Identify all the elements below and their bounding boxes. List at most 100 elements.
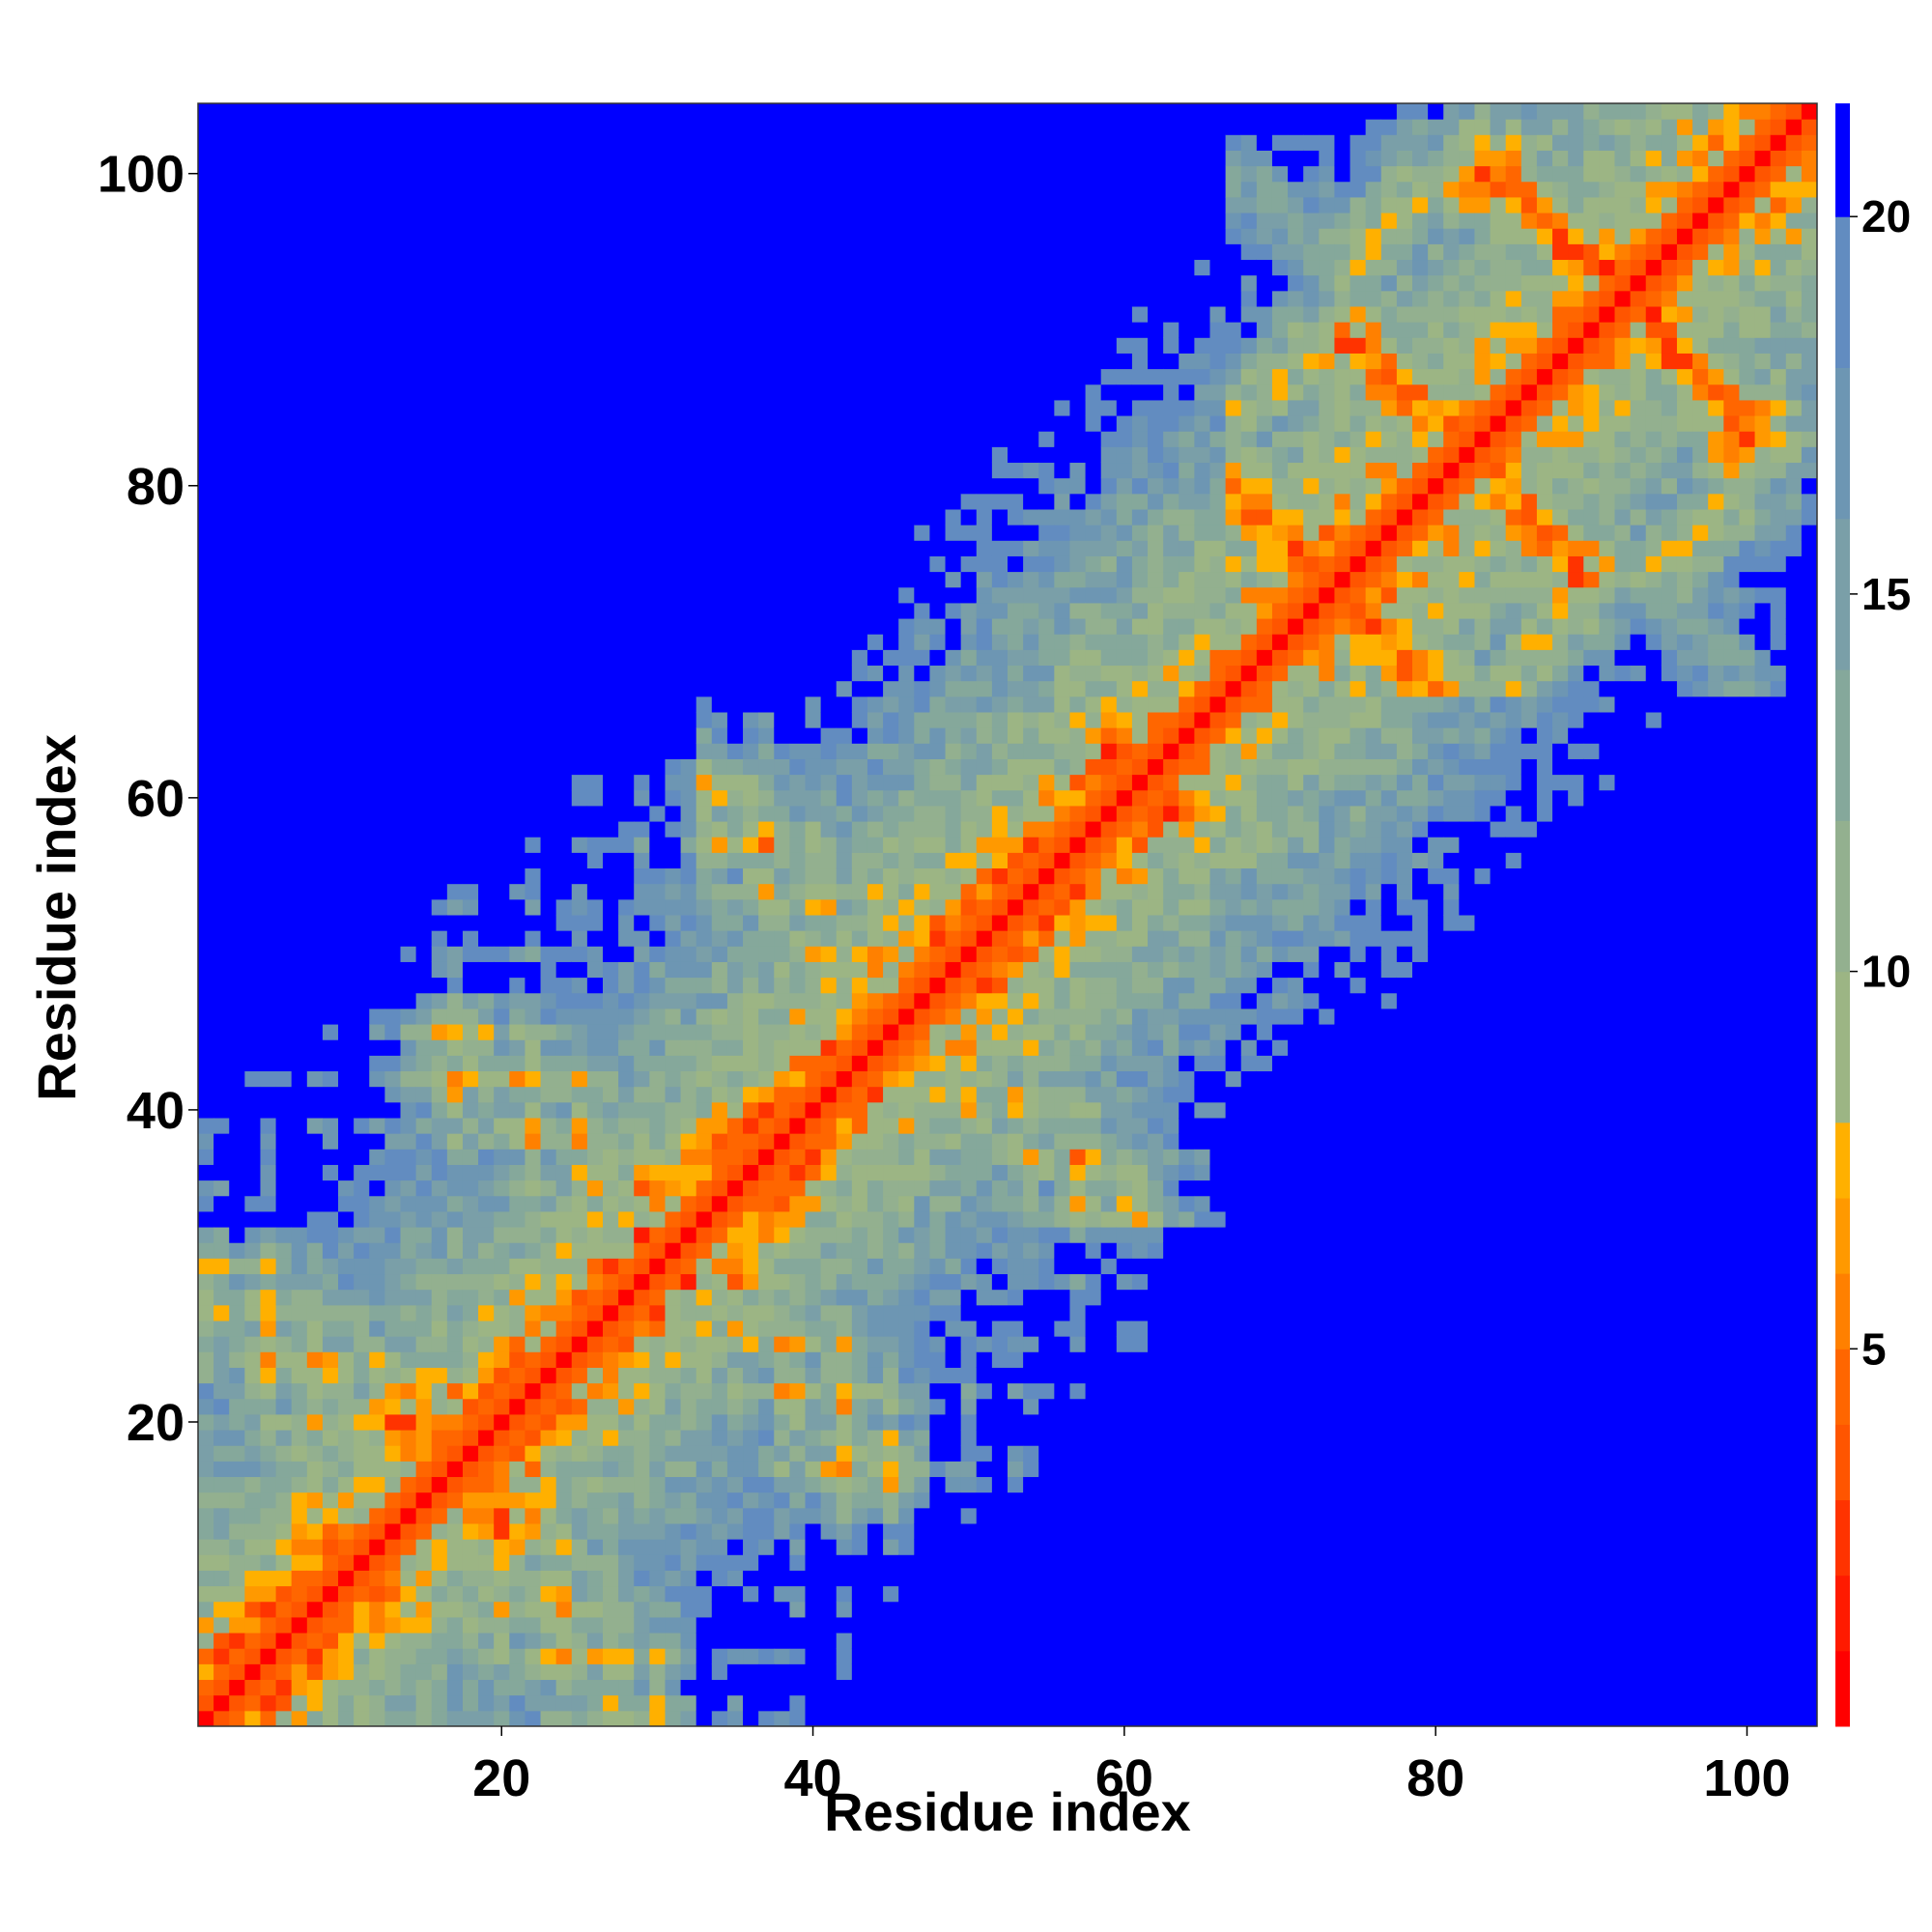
heatmap-cell xyxy=(726,1461,744,1478)
heatmap-cell xyxy=(603,634,619,650)
heatmap-cell xyxy=(883,228,899,244)
heatmap-cell xyxy=(369,103,385,120)
heatmap-cell xyxy=(462,1570,479,1587)
heatmap-cell xyxy=(322,150,339,167)
heatmap-cell xyxy=(743,1398,759,1415)
heatmap-cell xyxy=(244,1258,261,1275)
heatmap-cell xyxy=(509,1210,526,1228)
heatmap-cell xyxy=(431,165,448,183)
heatmap-cell xyxy=(774,555,790,573)
heatmap-cell xyxy=(540,1679,557,1696)
heatmap-cell xyxy=(851,837,868,853)
heatmap-cell xyxy=(478,898,495,916)
heatmap-cell xyxy=(774,1210,790,1228)
heatmap-cell xyxy=(743,196,759,213)
heatmap-cell xyxy=(555,1210,573,1228)
heatmap-cell xyxy=(213,898,230,916)
heatmap-cell xyxy=(743,384,759,401)
heatmap-cell xyxy=(494,1273,510,1291)
heatmap-cell xyxy=(213,992,230,1009)
heatmap-cell xyxy=(758,696,775,713)
heatmap-cell xyxy=(758,898,775,916)
heatmap-cell xyxy=(665,805,682,822)
heatmap-cell xyxy=(306,1398,324,1415)
heatmap-cell xyxy=(820,337,838,354)
heatmap-cell xyxy=(711,384,728,401)
heatmap-cell xyxy=(213,353,230,370)
heatmap-cell xyxy=(291,1024,308,1040)
heatmap-cell xyxy=(338,898,355,916)
heatmap-cell xyxy=(322,852,339,869)
heatmap-cell xyxy=(665,1149,682,1165)
heatmap-cell xyxy=(634,1476,650,1493)
heatmap-cell xyxy=(198,883,214,900)
heatmap-cell xyxy=(603,1179,619,1197)
heatmap-cell xyxy=(820,1633,838,1649)
heatmap-cell xyxy=(540,1382,557,1400)
heatmap-cell xyxy=(758,1101,775,1119)
heatmap-cell xyxy=(369,1273,385,1291)
heatmap-cell xyxy=(867,555,884,573)
heatmap-cell xyxy=(431,977,448,994)
heatmap-cell xyxy=(291,805,308,822)
heatmap-cell xyxy=(400,821,417,838)
heatmap-cell xyxy=(525,649,542,667)
heatmap-cell xyxy=(244,961,261,979)
heatmap-cell xyxy=(260,837,277,853)
heatmap-cell xyxy=(836,743,853,759)
heatmap-cell xyxy=(711,150,728,167)
heatmap-cell xyxy=(634,1242,650,1259)
heatmap-cell xyxy=(354,446,370,464)
heatmap-cell xyxy=(836,602,853,619)
heatmap-cell xyxy=(306,1351,324,1368)
heatmap-cell xyxy=(820,961,838,979)
heatmap-cell xyxy=(400,1210,417,1228)
heatmap-cell xyxy=(555,306,573,323)
heatmap-cell xyxy=(680,1321,697,1337)
heatmap-cell xyxy=(711,852,728,869)
heatmap-cell xyxy=(665,1227,682,1243)
heatmap-cell xyxy=(338,1195,355,1212)
heatmap-cell xyxy=(322,1351,339,1368)
heatmap-cell xyxy=(291,1039,308,1056)
heatmap-cell xyxy=(649,1227,666,1243)
heatmap-cell xyxy=(867,1633,884,1649)
heatmap-cell xyxy=(400,165,417,183)
heatmap-cell xyxy=(384,1055,401,1072)
heatmap-cell xyxy=(743,1648,759,1664)
heatmap-cell xyxy=(743,634,759,650)
heatmap-cell xyxy=(369,477,385,495)
heatmap-cell xyxy=(462,837,479,853)
heatmap-cell xyxy=(711,571,728,588)
heatmap-cell xyxy=(229,1710,245,1727)
heatmap-cell xyxy=(229,961,245,979)
heatmap-cell xyxy=(696,1195,713,1212)
heatmap-cell xyxy=(478,1445,495,1462)
heatmap-cell xyxy=(213,727,230,744)
heatmap-cell xyxy=(867,431,884,447)
heatmap-cell xyxy=(509,1523,526,1540)
heatmap-cell xyxy=(851,1710,868,1727)
heatmap-cell xyxy=(213,1663,230,1681)
heatmap-cell xyxy=(805,946,822,962)
heatmap-cell xyxy=(586,1523,604,1540)
heatmap-cell xyxy=(322,1149,339,1165)
heatmap-cell xyxy=(758,1585,775,1603)
heatmap-cell xyxy=(867,525,884,541)
heatmap-cell xyxy=(618,1633,635,1649)
heatmap-cell xyxy=(306,1210,324,1228)
heatmap-cell xyxy=(867,103,884,120)
heatmap-cell xyxy=(867,665,884,682)
heatmap-cell xyxy=(867,353,884,370)
heatmap-cell xyxy=(929,1039,947,1056)
heatmap-cell xyxy=(836,1570,853,1587)
heatmap-cell xyxy=(665,322,682,338)
heatmap-cell xyxy=(275,1055,293,1072)
heatmap-cell xyxy=(789,1539,806,1555)
heatmap-cell xyxy=(478,946,495,962)
heatmap-cell xyxy=(400,243,417,261)
heatmap-cell xyxy=(789,634,806,650)
heatmap-cell xyxy=(680,353,697,370)
heatmap-cell xyxy=(306,1601,324,1618)
heatmap-cell xyxy=(586,243,604,261)
